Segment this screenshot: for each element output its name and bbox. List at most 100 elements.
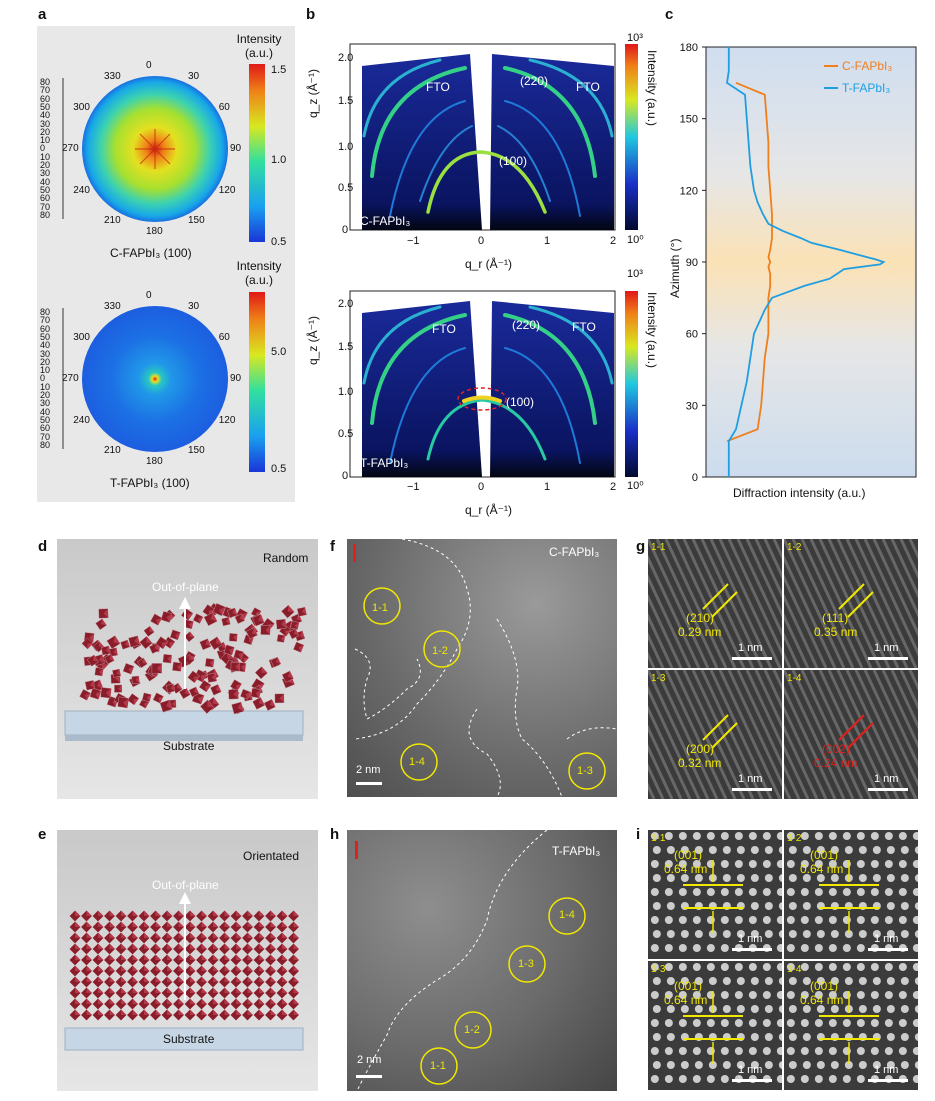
octahedron [231, 701, 244, 715]
octahedron [227, 607, 238, 619]
hrtem-c-fapbi3 [347, 539, 617, 797]
chart-ylabel: Azimuth (°) [668, 238, 682, 298]
octahedron [126, 943, 139, 955]
octahedron [172, 965, 185, 977]
octahedron [218, 976, 231, 988]
octahedron [287, 965, 300, 977]
octahedron [281, 670, 294, 683]
octahedron [253, 965, 265, 977]
annotation-fto: FTO [432, 322, 456, 336]
polar-radial-tick: 0 [40, 143, 46, 154]
octahedron [69, 987, 81, 999]
octahedron [207, 998, 219, 1010]
giwaxs-figure-panel-b [349, 43, 638, 478]
octahedron [115, 998, 127, 1010]
e-arrow-label: Out-of-plane [152, 878, 219, 892]
octahedron [287, 1009, 300, 1021]
octahedron [98, 608, 109, 619]
octahedron [264, 932, 277, 944]
d-spacing-label: 0.35 nm [814, 625, 858, 639]
polar-angle-label: 30 [188, 71, 200, 83]
octahedron [114, 684, 123, 693]
octahedron [195, 932, 208, 944]
hrtem-tile-1-3: 1-3 (001) 0.64 nm 1 nm [648, 961, 782, 1090]
octahedron [250, 687, 261, 699]
octahedron [126, 921, 139, 933]
octahedron [260, 624, 271, 636]
y-tick-label: 90 [686, 257, 698, 269]
octahedron [92, 943, 104, 955]
octahedron [131, 675, 140, 684]
y-tick-label: 60 [686, 329, 698, 341]
polar-angle-label: 240 [73, 414, 90, 426]
octahedron [184, 987, 196, 999]
octahedron [138, 987, 150, 999]
d-substrate-label: Substrate [163, 739, 215, 753]
octahedron [122, 662, 135, 675]
polar-angle-label: 90 [230, 373, 242, 384]
polar-radial-tick: 70 [40, 201, 51, 212]
octahedron [103, 921, 116, 933]
octahedron [92, 1009, 104, 1021]
octahedron [92, 998, 104, 1010]
region-label: 1-4 [559, 909, 575, 921]
octahedron [253, 910, 265, 922]
polar-angle-label: 120 [218, 414, 236, 426]
octahedron [234, 613, 246, 624]
octahedron [69, 932, 81, 944]
octahedron [86, 654, 99, 667]
octahedron [115, 910, 127, 922]
y-tick-label: 0 [692, 472, 698, 484]
octahedron [253, 987, 265, 999]
octahedron [198, 679, 212, 693]
octahedron [126, 1009, 139, 1021]
hrtem-tile-1-4: 1-4 (002) 0.24 nm 1 nm [784, 670, 918, 799]
polar-radial-tick: 70 [40, 85, 51, 96]
x-tick: 0 [478, 235, 485, 247]
octahedron [149, 998, 162, 1010]
octahedron [207, 943, 219, 955]
tile-id-label: 1-3 [651, 964, 666, 975]
octahedron [161, 1009, 173, 1021]
d-spacing-label: 0.24 nm [814, 756, 858, 770]
octahedron [138, 932, 150, 944]
octahedron [103, 943, 116, 955]
octahedron [264, 976, 277, 988]
octahedron [264, 943, 277, 955]
polar-radial-tick: 60 [40, 93, 51, 104]
octahedron [103, 1009, 116, 1021]
tile-id-label: 1-1 [651, 542, 666, 553]
octahedron [241, 954, 254, 966]
octahedron [184, 976, 196, 988]
annotation-220: (220) [512, 318, 541, 332]
polar-angle-label: 300 [73, 331, 90, 343]
plane-label: (002) [822, 742, 851, 756]
octahedron [138, 943, 150, 955]
octahedron [276, 954, 288, 966]
octahedron [264, 998, 277, 1010]
polar-angle-label: 270 [62, 143, 79, 154]
plane-label: (001) [674, 848, 703, 862]
octahedron [230, 998, 242, 1010]
octahedron [92, 987, 104, 999]
hrtem-tile-1-4: 1-4 (001) 0.64 nm 1 nm [784, 961, 918, 1090]
octahedron [151, 663, 162, 674]
octahedron [172, 1009, 185, 1021]
polar-radial-tick: 60 [40, 323, 51, 334]
octahedron [69, 976, 81, 988]
d-spacing-label: 0.64 nm [800, 993, 844, 1007]
b-top-ylabel: q_z (Å⁻¹) [306, 68, 320, 118]
highlight-ellipse-100 [457, 387, 507, 411]
tile-id-label: 1-2 [787, 833, 802, 844]
polar-radial-tick: 60 [40, 193, 51, 204]
polar-radial-tick: 50 [40, 414, 51, 425]
octahedron [253, 932, 265, 944]
cbar-tick: 0.5 [271, 236, 287, 248]
octahedron [241, 987, 254, 999]
octahedron [188, 686, 200, 698]
octahedron [69, 921, 81, 933]
octahedron [115, 932, 127, 944]
octahedron [276, 998, 288, 1010]
octahedron [296, 606, 307, 617]
octahedron [230, 932, 242, 944]
